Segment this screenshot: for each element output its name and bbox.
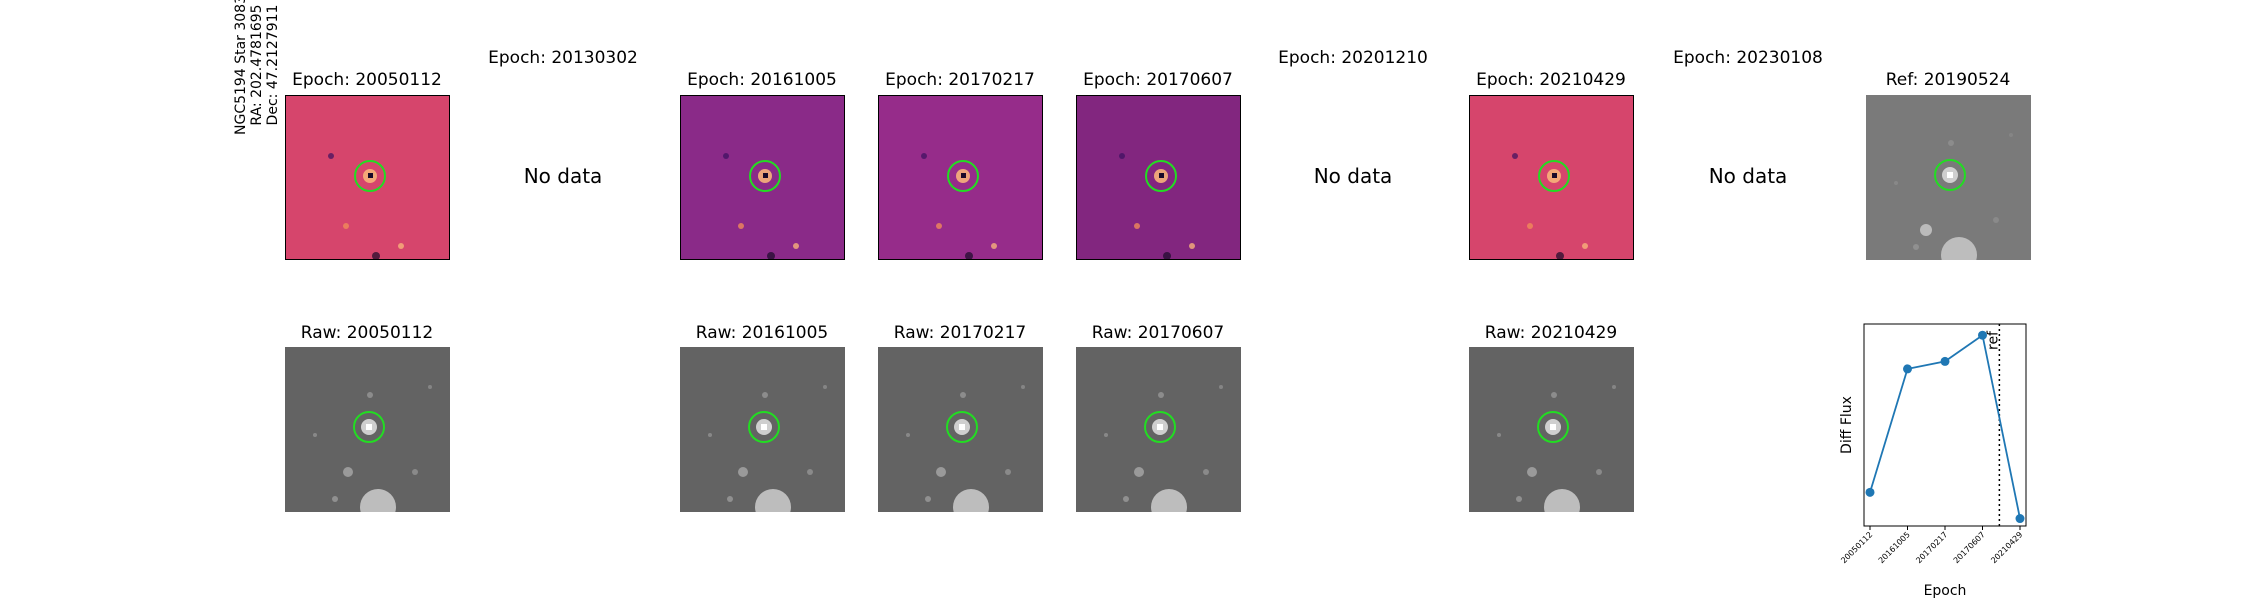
x-tick-label: 20050112 bbox=[1839, 530, 1874, 565]
data-point bbox=[1978, 330, 1987, 340]
raw-image bbox=[284, 347, 450, 512]
raw-title: Raw: 20170607 bbox=[1091, 323, 1225, 343]
raw-image bbox=[1468, 347, 1634, 512]
no-data-label: No data bbox=[523, 164, 603, 188]
epoch-title: Epoch: 20201210 bbox=[1278, 48, 1428, 68]
epoch-title: Epoch: 20050112 bbox=[292, 70, 442, 90]
epoch-title: Epoch: 20230108 bbox=[1673, 48, 1823, 68]
epoch-title: Epoch: 20161005 bbox=[687, 70, 837, 90]
aperture-circle bbox=[352, 411, 385, 443]
aperture-circle bbox=[1536, 411, 1569, 443]
aperture-circle bbox=[946, 160, 979, 192]
star-name: NGC5194 Star 3083 bbox=[233, 0, 249, 135]
data-point bbox=[1865, 487, 1875, 497]
raw-image bbox=[1075, 347, 1241, 512]
light-curve-chart: ref 20050112 20161005 20170217 20170607 20210… bbox=[1839, 323, 2027, 599]
star-dec: Dec: 47.2127911 bbox=[265, 4, 281, 126]
epoch-title: Epoch: 20170217 bbox=[885, 70, 1035, 90]
x-tick-label: 20161005 bbox=[1877, 530, 1912, 565]
epoch-title: Epoch: 20130302 bbox=[488, 48, 638, 68]
star-info-label: NGC5194 Star 3083 RA: 202.4781695 Dec: 4… bbox=[233, 0, 281, 175]
aperture-circle bbox=[945, 411, 978, 443]
x-tick-label: 20170217 bbox=[1914, 530, 1949, 565]
epoch-title: Epoch: 20210429 bbox=[1476, 70, 1626, 90]
data-point bbox=[2015, 514, 2025, 524]
aperture-circle bbox=[1143, 411, 1176, 443]
data-point bbox=[1903, 364, 1912, 374]
raw-title: Raw: 20161005 bbox=[695, 323, 829, 343]
aperture-circle bbox=[747, 411, 780, 443]
raw-title: Raw: 20210429 bbox=[1484, 323, 1618, 343]
difference-image bbox=[1075, 95, 1241, 260]
aperture-circle bbox=[1933, 159, 1966, 191]
reference-image bbox=[1865, 95, 2031, 260]
difference-image bbox=[679, 95, 845, 260]
aperture-circle bbox=[353, 160, 386, 192]
x-axis-label: Epoch bbox=[1924, 583, 1967, 599]
star-ra: RA: 202.4781695 bbox=[249, 4, 265, 126]
raw-image bbox=[679, 347, 845, 512]
aperture-circle bbox=[1537, 160, 1570, 192]
raw-title: Raw: 20050112 bbox=[300, 323, 434, 343]
difference-image bbox=[284, 95, 450, 260]
epoch-title: Ref: 20190524 bbox=[1885, 70, 2011, 90]
x-tick-label: 20170607 bbox=[1952, 530, 1987, 565]
data-point bbox=[1940, 356, 1950, 366]
raw-title: Raw: 20170217 bbox=[893, 323, 1027, 343]
ref-label: ref bbox=[1985, 330, 2001, 350]
difference-image bbox=[1468, 95, 1634, 260]
no-data-label: No data bbox=[1708, 164, 1788, 188]
x-tick-label: 20210429 bbox=[1989, 530, 2024, 565]
epoch-title: Epoch: 20170607 bbox=[1083, 70, 1233, 90]
raw-image bbox=[877, 347, 1043, 512]
no-data-label: No data bbox=[1313, 164, 1393, 188]
difference-image bbox=[877, 95, 1043, 260]
aperture-circle bbox=[1144, 160, 1177, 192]
aperture-circle bbox=[748, 160, 781, 192]
y-axis-label: Diff Flux bbox=[1839, 396, 1855, 454]
